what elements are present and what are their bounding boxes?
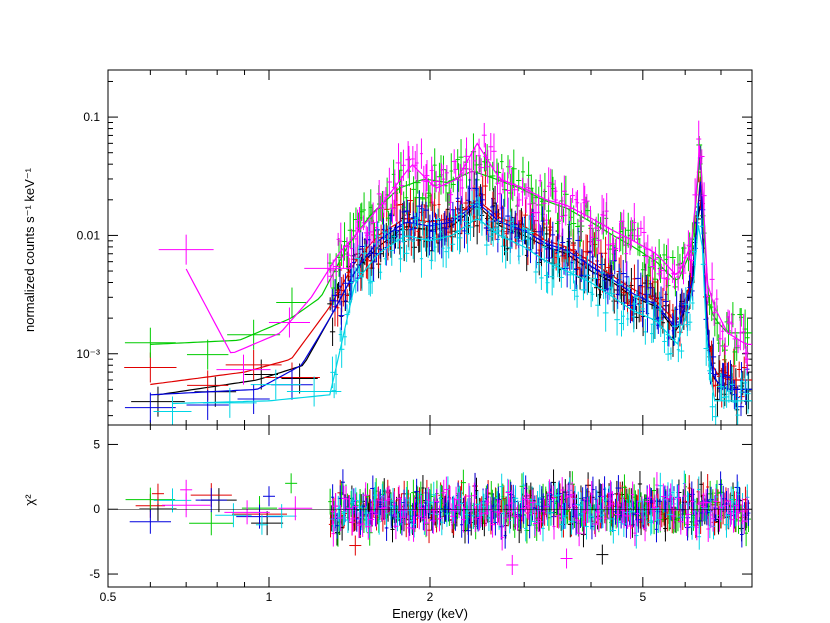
model-curve xyxy=(185,142,752,354)
spectrum-data xyxy=(124,120,752,425)
x-tick-label: 2 xyxy=(427,590,434,604)
model-curve xyxy=(150,181,752,396)
x-tick-label: 5 xyxy=(639,590,646,604)
y-tick-label: 0 xyxy=(93,502,100,516)
spectrum-panel: 0.1 0.01 10⁻³ xyxy=(76,69,753,426)
energy-x-axis-label: Energy (keV) xyxy=(392,606,468,621)
spectrum-y-axis-label: normalized counts s⁻¹ keV⁻¹ xyxy=(22,167,37,332)
model-curve xyxy=(150,176,752,386)
y-tick-label: 0.01 xyxy=(77,228,101,242)
model-curve xyxy=(157,200,752,396)
x-tick-label: 1 xyxy=(266,590,273,604)
y-tick-label: 5 xyxy=(93,437,100,451)
y-tick-label: 0.1 xyxy=(83,110,100,124)
y-tick-label: 10⁻³ xyxy=(76,347,100,361)
x-tick-label: 0.5 xyxy=(100,590,117,604)
residuals-panel: 0.5 1 2 5 5 0 -5 xyxy=(89,424,753,604)
residuals-y-axis-label: χ² xyxy=(22,494,37,506)
residual-data xyxy=(125,469,752,575)
y-tick-label: -5 xyxy=(89,567,100,581)
model-curve xyxy=(172,218,752,405)
